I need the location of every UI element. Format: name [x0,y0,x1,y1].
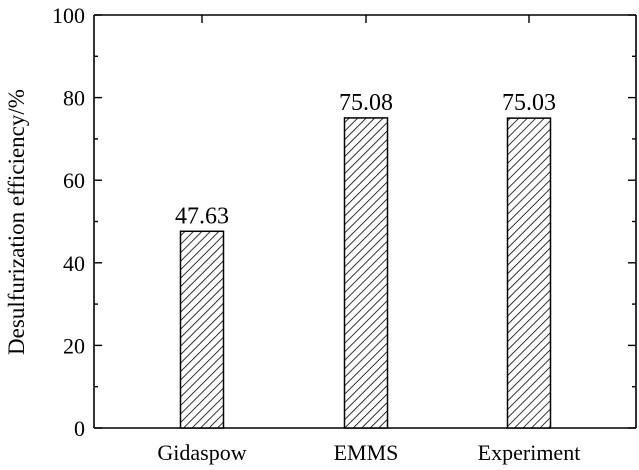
bars [179,117,552,429]
y-tick-label: 80 [63,86,85,111]
bar-emms [343,117,389,429]
y-tick-label: 100 [52,3,85,28]
y-ticks: 0 20 40 60 80 100 [52,3,636,441]
category-label: Experiment [478,440,581,465]
y-axis-title: Desulfurization efficiency/% [4,89,29,355]
y-tick-label: 0 [74,416,85,441]
category-label: EMMS [334,440,399,465]
bar-gidaspow [179,230,225,429]
bar-experiment [506,117,552,429]
y-tick-label: 20 [63,333,85,358]
category-label: Gidaspow [157,440,246,465]
y-tick-label: 40 [63,251,85,276]
data-label: 47.63 [175,203,229,229]
category-labels: Gidaspow EMMS Experiment [157,440,580,465]
data-labels: 47.63 75.08 75.03 [175,90,556,229]
data-label: 75.08 [339,90,393,116]
data-label: 75.03 [502,90,556,116]
y-tick-label: 60 [63,168,85,193]
